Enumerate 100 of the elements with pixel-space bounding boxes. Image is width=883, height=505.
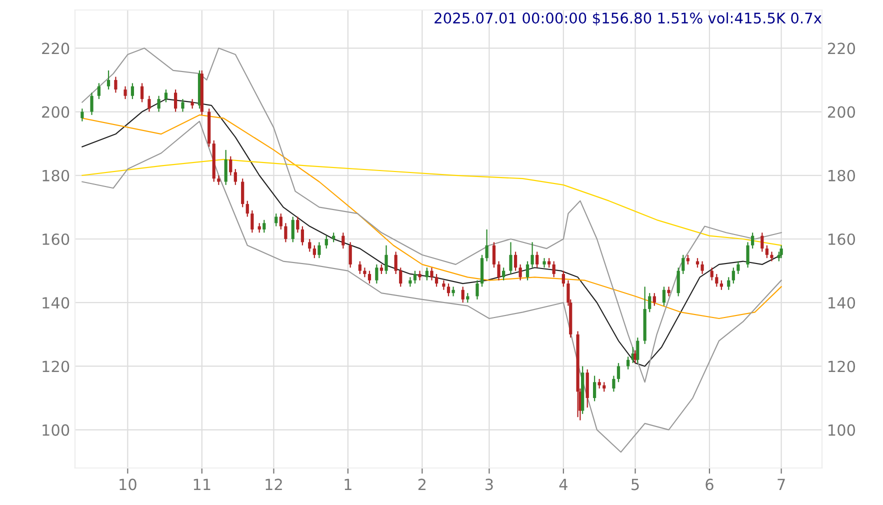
- candlestick: [434, 273, 438, 288]
- candlestick: [452, 286, 455, 297]
- candlestick: [413, 270, 417, 284]
- candlestick: [616, 362, 620, 383]
- candlestick: [164, 88, 168, 103]
- x-tick-label: 5: [632, 478, 639, 490]
- candlestick: [715, 273, 718, 288]
- candlestick: [751, 232, 754, 250]
- y-tick-label: 160: [42, 233, 70, 246]
- candlestick: [760, 232, 764, 252]
- candlestick: [148, 95, 151, 112]
- y2-tick-label: 100: [828, 424, 856, 436]
- candlestick: [140, 82, 144, 103]
- candlestick: [598, 378, 601, 390]
- candlestick: [542, 258, 546, 268]
- line-series: [82, 120, 782, 453]
- candlestick: [291, 216, 294, 243]
- candlestick: [284, 222, 288, 243]
- candlestick: [114, 76, 118, 94]
- candlestick: [308, 238, 312, 252]
- candlestick: [368, 270, 372, 284]
- candlestick: [636, 337, 640, 364]
- y-tick-label: 200: [42, 106, 70, 118]
- x-tick-label: 10: [120, 478, 136, 490]
- y-tick-label: 120: [42, 360, 70, 372]
- y2-tick-label: 180: [828, 170, 856, 182]
- candlestick: [224, 149, 228, 186]
- candlestick: [485, 228, 488, 262]
- candlestick: [667, 286, 670, 297]
- candlestick: [502, 267, 506, 281]
- candlestick: [514, 251, 518, 272]
- candlestick: [246, 200, 249, 218]
- y-tick-label: 220: [42, 42, 70, 54]
- candlestick: [258, 222, 261, 234]
- candlestick: [710, 267, 714, 281]
- candlestick: [720, 280, 723, 290]
- candlestick: [80, 108, 84, 122]
- x-tick-label: 7: [778, 478, 785, 490]
- x-tick-label: 11: [194, 478, 210, 490]
- candlestick: [732, 267, 735, 284]
- candlestick: [318, 242, 321, 259]
- candlestick: [342, 232, 345, 250]
- candlestick: [682, 254, 685, 275]
- candlestick: [552, 260, 556, 278]
- candlestick: [746, 242, 750, 268]
- candlestick: [727, 276, 730, 290]
- candlestick: [217, 174, 220, 186]
- candlestick: [296, 216, 300, 234]
- candlestick: [626, 356, 630, 370]
- candlestick: [300, 226, 304, 246]
- candlestick: [530, 242, 534, 268]
- candlestick: [562, 270, 565, 288]
- x-tick-label: 12: [266, 478, 282, 490]
- candlestick: [676, 267, 680, 297]
- candlestick: [526, 260, 530, 281]
- candlestick: [770, 251, 774, 262]
- candlestick: [700, 260, 704, 275]
- x-tick-label: 2: [418, 478, 426, 490]
- candlestick: [446, 282, 450, 297]
- candlestick: [399, 267, 402, 288]
- candlestick: [90, 92, 94, 116]
- y-tick-label: 100: [42, 424, 70, 436]
- candlestick: [765, 244, 768, 259]
- candlestick: [181, 98, 184, 112]
- candlestick: [380, 264, 384, 275]
- candlestick: [492, 242, 496, 268]
- y2-tick-label: 140: [828, 297, 856, 309]
- candlestick: [97, 82, 100, 100]
- x-tick-label: 6: [706, 478, 714, 490]
- candlestick: [602, 382, 606, 392]
- candlestick: [648, 292, 652, 313]
- candlestick: [461, 286, 464, 304]
- candlestick: [124, 86, 127, 100]
- candlestick: [476, 280, 479, 300]
- y-tick-label: 140: [42, 297, 70, 309]
- x-tick-label: 4: [559, 478, 568, 490]
- candlestick: [324, 235, 328, 250]
- candlestick: [612, 375, 616, 392]
- y-tick-label: 180: [42, 170, 70, 182]
- candlestick: [190, 98, 194, 110]
- x-tick-label: 3: [486, 478, 493, 490]
- candlestick: [106, 70, 110, 90]
- candlestick: [442, 280, 446, 290]
- candlestick: [130, 82, 134, 100]
- candlestick: [548, 258, 551, 268]
- candlestick: [425, 267, 429, 281]
- candlestick: [652, 292, 656, 306]
- y2-tick-label: 160: [828, 233, 856, 246]
- y2-tick-label: 220: [828, 42, 856, 54]
- x-tick-label: 1: [344, 478, 352, 490]
- line-series: [82, 48, 782, 383]
- candlestick: [250, 210, 254, 234]
- candlestick: [518, 264, 522, 281]
- candlestick: [662, 286, 666, 306]
- candlestick: [536, 251, 539, 268]
- candlestick: [234, 168, 237, 186]
- candlestick: [736, 260, 740, 275]
- line-series: [82, 158, 782, 246]
- y2-tick-label: 200: [828, 106, 856, 118]
- candlestick: [279, 213, 282, 230]
